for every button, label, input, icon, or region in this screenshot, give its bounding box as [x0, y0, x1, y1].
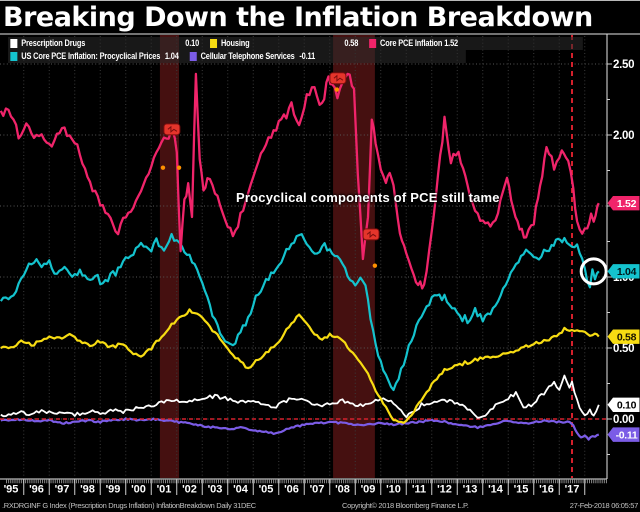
legend-swatch-purple — [189, 52, 197, 61]
footer-timestamp: 27-Feb-2018 06:05:57 — [569, 501, 639, 510]
legend-value: 1.04 — [164, 51, 179, 62]
x-tick-label: '06 — [284, 484, 299, 496]
legend-label: Core PCE Inflation 1.52 — [380, 38, 459, 49]
legend-swatch-pink — [369, 39, 377, 48]
legend-label: Prescription Drugs — [21, 38, 86, 49]
legend-item-housing[interactable]: Housing 0.58 — [210, 38, 358, 49]
y-axis-labels: 2.502.001.501.000.500.00 — [613, 59, 634, 426]
y-tick-label: 2.00 — [613, 130, 634, 142]
series-line-housing[interactable] — [0, 308, 600, 424]
value-badge — [607, 397, 640, 412]
recession-band — [159, 35, 180, 478]
series-line-procyclical-prices[interactable] — [0, 232, 600, 392]
legend-row-2: US Core PCE Inflation: Procyclical Price… — [8, 50, 466, 63]
value-badge-text: 0.58 — [617, 331, 637, 343]
x-tick-label: '16 — [539, 484, 554, 496]
legend-label: Housing — [220, 38, 250, 49]
x-tick-label: '17 — [565, 484, 580, 496]
legend-row-1: Prescription Drugs 0.10 Housing 0.58 Cor… — [8, 37, 583, 50]
axes — [0, 33, 640, 495]
series-line-cellular-telephone-services[interactable] — [0, 417, 600, 441]
x-tick-label: '02 — [182, 484, 197, 496]
x-tick-label: '03 — [208, 484, 223, 496]
value-badge — [607, 427, 640, 442]
series-line-prescription-drugs[interactable] — [0, 374, 600, 419]
red-sticker-icon — [362, 228, 380, 241]
x-tick-label: '13 — [463, 484, 478, 496]
legend-swatch-white — [10, 39, 18, 48]
legend-item-core-pce[interactable]: Core PCE Inflation 1.52 — [369, 38, 458, 49]
x-tick-label: '11 — [412, 484, 426, 496]
orange-anchor-dot — [334, 87, 340, 92]
x-tick-label: '95 — [4, 484, 19, 496]
value-badge-text: 1.52 — [617, 198, 637, 210]
x-tick-label: '99 — [106, 484, 121, 496]
recession-bands — [159, 35, 375, 478]
x-tick-label: '97 — [55, 484, 70, 496]
annotation-markers — [160, 72, 380, 268]
x-tick-label: '01 — [157, 484, 172, 496]
legend-value: 0.58 — [344, 38, 359, 49]
x-tick-label: '00 — [131, 484, 146, 496]
x-tick-label: '04 — [233, 484, 249, 496]
value-badge-text: 1.04 — [617, 266, 637, 278]
chart-annotation-text: Procyclical components of PCE still tame — [236, 190, 500, 205]
legend-label: Cellular Telephone Services — [200, 51, 295, 62]
x-tick-label: '09 — [361, 484, 376, 496]
legend-swatch-yellow — [210, 39, 218, 48]
legend-value: -0.11 — [299, 51, 316, 62]
value-badge-text: -0.11 — [616, 429, 638, 441]
value-badge — [607, 264, 640, 279]
highlight-circle — [579, 257, 608, 286]
last-value-badges: 1.52 1.04 0.58 0.10 -0.11 — [607, 195, 640, 442]
legend-item-prescription-drugs[interactable]: Prescription Drugs 0.10 — [10, 38, 199, 49]
orange-anchor-dot — [160, 165, 166, 170]
x-tick-label: '15 — [514, 484, 529, 496]
y-tick-label: 0.00 — [613, 414, 634, 426]
legend-item-procyclical[interactable]: US Core PCE Inflation: Procyclical Price… — [10, 51, 179, 62]
value-badge — [607, 195, 640, 211]
orange-anchor-dot — [176, 165, 182, 170]
legend-value: 0.10 — [185, 38, 200, 49]
x-tick-label: '96 — [29, 484, 44, 496]
footer-copyright: Copyright© 2018 Bloomberg Finance L.P. — [342, 501, 469, 510]
x-tick-label: '10 — [386, 484, 401, 496]
footer-ticker-info: .RXDRGINF G Index (Prescription Drugs In… — [2, 501, 256, 510]
red-sticker-icon — [329, 72, 347, 85]
legend-label: US Core PCE Inflation: Procyclical Price… — [21, 51, 161, 62]
value-badge-text: 0.10 — [617, 400, 637, 412]
y-tick-label: 2.50 — [613, 59, 634, 71]
x-tick-label: '98 — [80, 484, 95, 496]
x-tick-label: '05 — [259, 484, 274, 496]
legend-item-cellular[interactable]: Cellular Telephone Services -0.11 — [189, 51, 316, 62]
red-sticker-icon — [163, 123, 181, 136]
x-tick-label: '14 — [488, 484, 504, 496]
orange-anchor-dot — [372, 263, 378, 268]
value-badge — [607, 329, 640, 344]
page-title: Breaking Down the Inflation Breakdown — [3, 2, 593, 33]
legend-swatch-cyan — [10, 52, 18, 61]
x-tick-label: '08 — [335, 484, 350, 496]
x-tick-label: '07 — [310, 484, 325, 496]
x-axis-labels: '95 '96 '97 '98 '99 '00 '01 '02 '03 '04 '05 '06 '07 '… — [4, 484, 580, 496]
y-tick-label: 0.50 — [613, 343, 634, 355]
x-tick-label: '12 — [437, 484, 452, 496]
series-line-core-pce-inflation[interactable] — [0, 72, 600, 290]
